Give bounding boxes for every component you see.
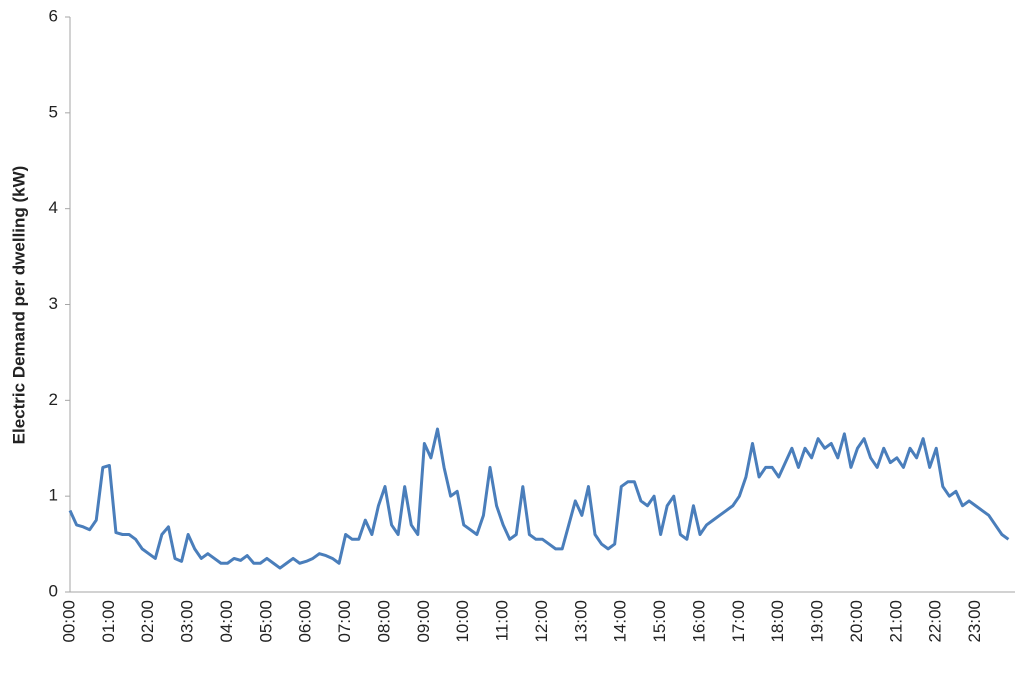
x-tick-label: 22:00 (926, 600, 945, 643)
x-tick-label: 01:00 (99, 600, 118, 643)
data-line (68, 427, 1010, 570)
y-axis-label: Electric Demand per dwelling (kW) (9, 166, 28, 445)
y-tick-label: 0 (49, 581, 58, 600)
x-tick-label: 21:00 (886, 600, 905, 643)
x-tick-label: 14:00 (611, 600, 630, 643)
x-tick-label: 00:00 (59, 600, 78, 643)
x-tick-label: 08:00 (374, 600, 393, 643)
x-tick-label: 09:00 (414, 600, 433, 643)
x-tick-label: 06:00 (296, 600, 315, 643)
x-tick-label: 18:00 (768, 600, 787, 643)
x-tick-label: 05:00 (256, 600, 275, 643)
x-tick-label: 10:00 (453, 600, 472, 643)
y-tick-label: 2 (49, 390, 58, 409)
x-tick-label: 07:00 (335, 600, 354, 643)
x-tick-label: 17:00 (729, 600, 748, 643)
x-tick-label: 13:00 (571, 600, 590, 643)
x-tick-label: 11:00 (493, 600, 512, 641)
x-tick-label: 19:00 (808, 600, 827, 643)
y-tick-label: 4 (49, 198, 58, 217)
y-tick-label: 3 (49, 294, 58, 313)
x-tick-label: 03:00 (178, 600, 197, 643)
x-tick-label: 16:00 (689, 600, 708, 643)
x-tick-label: 04:00 (217, 600, 236, 643)
x-tick-label: 15:00 (650, 600, 669, 643)
y-tick-label: 1 (49, 486, 58, 505)
y-tick-label: 6 (49, 6, 58, 25)
x-tick-label: 23:00 (965, 600, 984, 643)
y-tick-label: 5 (49, 102, 58, 121)
x-tick-label: 12:00 (532, 600, 551, 643)
x-tick-label: 20:00 (847, 600, 866, 643)
x-tick-label: 02:00 (138, 600, 157, 643)
